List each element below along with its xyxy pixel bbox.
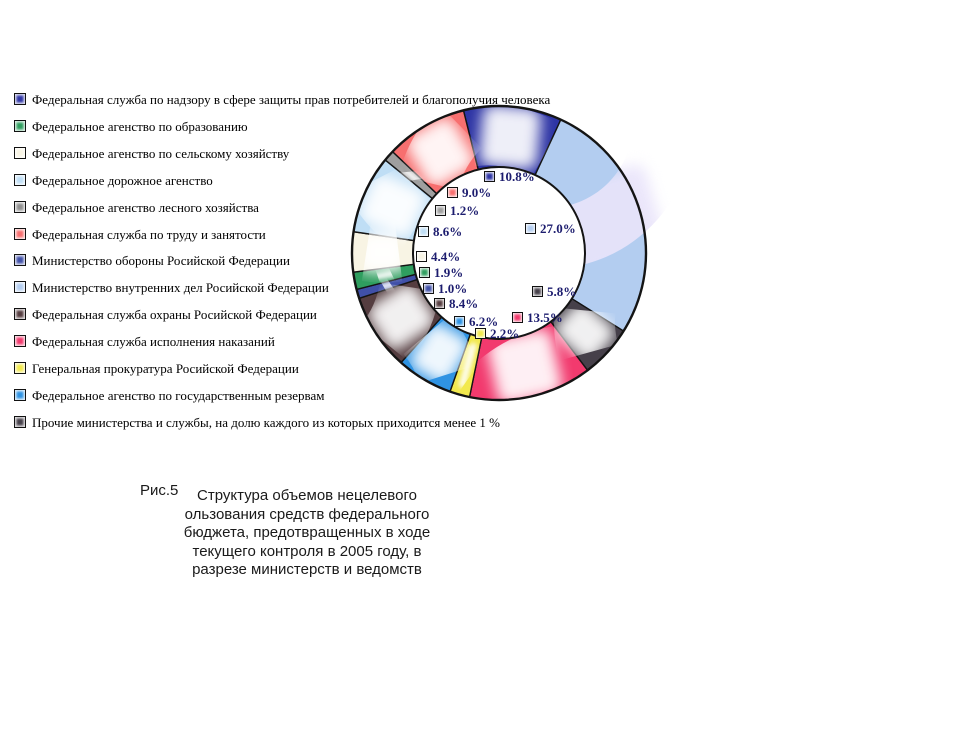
legend-item: Федеральное дорожное агенство	[14, 172, 213, 194]
value-label-text: 4.4%	[431, 249, 461, 264]
segment-value-label: 2.2%	[475, 326, 519, 342]
segment-value-label: 13.5%	[512, 310, 563, 326]
value-label-swatch-icon	[475, 328, 486, 339]
legend-swatch-icon	[14, 362, 26, 374]
legend-item: Федеральная служба исполнения наказаний	[14, 333, 275, 355]
legend-swatch-icon	[14, 173, 26, 186]
segment-value-label: 8.4%	[434, 296, 478, 312]
legend-swatch-icon	[14, 119, 26, 132]
segment-value-label: 4.4%	[416, 249, 460, 265]
legend-label: Федеральная служба по надзору в сфере за…	[32, 92, 551, 107]
figure-caption: Структура объемов нецелевого ользования с…	[142, 487, 472, 580]
segment-value-label: 1.0%	[423, 281, 467, 297]
value-label-swatch-icon	[434, 298, 445, 309]
segment-value-label: 6.2%	[454, 314, 498, 330]
legend-swatch-icon	[14, 415, 26, 428]
legend-label: Федеральная служба исполнения наказаний	[32, 334, 275, 350]
value-label-text: 1.0%	[438, 281, 468, 296]
value-label-text: 2.2%	[490, 326, 520, 341]
figure-caption-line: ользования средств федерального	[184, 505, 430, 523]
segment-value-label: 1.2%	[435, 203, 479, 219]
value-label-swatch-icon	[423, 283, 434, 294]
value-label-swatch-icon	[484, 171, 495, 182]
legend-swatch-icon	[14, 388, 26, 401]
legend-label: Федеральное агенство по государственным …	[32, 387, 325, 403]
legend-label: Генеральная прокуратура Росийской Федера…	[32, 361, 299, 376]
legend-item: Министерство обороны Росийской Федерации	[14, 252, 290, 274]
value-label-swatch-icon	[454, 316, 465, 327]
legend-item: Федеральное агенство по образованию	[14, 118, 248, 140]
legend-swatch-icon	[14, 281, 26, 294]
legend-label: Министерство внутренних дел Росийской Фе…	[32, 280, 329, 296]
legend-label: Прочие министерства и службы, на долю ка…	[32, 414, 500, 430]
legend-swatch-icon	[14, 200, 26, 213]
value-label-text: 27.0%	[540, 221, 576, 236]
legend-swatch-icon	[14, 93, 26, 105]
segment-gloss-highlight	[487, 328, 562, 405]
segment-gloss-highlight	[406, 117, 475, 188]
legend-item: Генеральная прокуратура Росийской Федера…	[14, 360, 299, 382]
legend-item: Федеральная служба по труду и занятости	[14, 226, 266, 248]
legend-swatch-icon	[14, 227, 26, 240]
legend-swatch-icon	[14, 254, 26, 267]
segment-gloss-highlight	[458, 342, 477, 388]
value-label-swatch-icon	[418, 226, 429, 237]
legend-item: Федеральное агенство по государственным …	[14, 387, 325, 409]
value-label-text: 6.2%	[469, 314, 499, 329]
value-label-swatch-icon	[447, 187, 458, 198]
value-label-swatch-icon	[525, 223, 536, 234]
legend-label: Федеральное агенство лесного хозяйства	[32, 199, 259, 215]
segment-value-label: 10.8%	[484, 169, 535, 185]
figure-caption-line: бюджета, предотвращенных в ходе	[183, 524, 431, 541]
figure-number: Рис.5	[140, 482, 179, 499]
value-label-text: 5.8%	[547, 284, 577, 299]
segment-value-label: 5.8%	[532, 284, 576, 300]
donut-outer-ring	[350, 104, 648, 402]
legend-label: Федеральное дорожное агенство	[32, 172, 213, 188]
legend-label: Федеральное агенство по образованию	[32, 118, 248, 134]
legend-swatch-icon	[14, 308, 26, 321]
segment-gloss-highlight	[479, 104, 541, 170]
segment-gloss-highlight	[367, 283, 436, 350]
legend-item: Федеральное агенство по сельскому хозяйс…	[14, 145, 289, 167]
segment-value-label: 8.6%	[418, 224, 462, 240]
value-label-text: 9.0%	[462, 185, 492, 200]
legend-label: Федеральное агенство по сельскому хозяйс…	[32, 145, 290, 161]
value-label-text: 13.5%	[527, 310, 563, 325]
figure-caption-line: Структура объемов нецелевого	[197, 487, 417, 504]
segment-gloss-highlight	[410, 322, 470, 384]
legend-label: Федеральная служба по труду и занятости	[32, 226, 266, 242]
value-label-text: 1.9%	[434, 265, 464, 280]
segment-value-label: 9.0%	[447, 185, 491, 201]
value-label-swatch-icon	[419, 267, 430, 278]
value-label-text: 10.8%	[499, 169, 535, 184]
segment-gloss-highlight	[358, 173, 426, 239]
value-label-swatch-icon	[512, 312, 523, 323]
figure-caption-line: разрезе министерств и ведомств	[192, 561, 422, 578]
legend-swatch-icon	[14, 146, 26, 159]
segment-gloss-highlight	[361, 231, 403, 274]
legend-label: Министерство обороны Росийской Федерации	[32, 253, 290, 269]
segment-value-label: 1.9%	[419, 265, 463, 281]
legend-item: Федеральное агенство лесного хозяйства	[14, 199, 259, 221]
value-label-swatch-icon	[532, 286, 543, 297]
value-label-text: 1.2%	[450, 203, 480, 218]
figure-caption-line: текущего контроля в 2005 году, в	[192, 542, 422, 560]
segment-gloss-highlight	[554, 301, 616, 362]
segment-value-label: 27.0%	[525, 221, 576, 237]
value-label-swatch-icon	[416, 251, 427, 262]
legend-item: Федеральная служба охраны Росийской Феде…	[14, 306, 317, 328]
value-label-text: 8.6%	[433, 224, 463, 239]
value-label-swatch-icon	[435, 205, 446, 216]
value-label-text: 8.4%	[449, 296, 479, 311]
legend-label: Федеральная служба охраны Росийской Феде…	[32, 307, 317, 323]
legend-swatch-icon	[14, 335, 26, 348]
legend-item: Министерство внутренних дел Росийской Фе…	[14, 279, 329, 301]
legend-item: Прочие министерства и службы, на долю ка…	[14, 414, 500, 436]
legend-item: Федеральная служба по надзору в сфере за…	[14, 91, 550, 113]
